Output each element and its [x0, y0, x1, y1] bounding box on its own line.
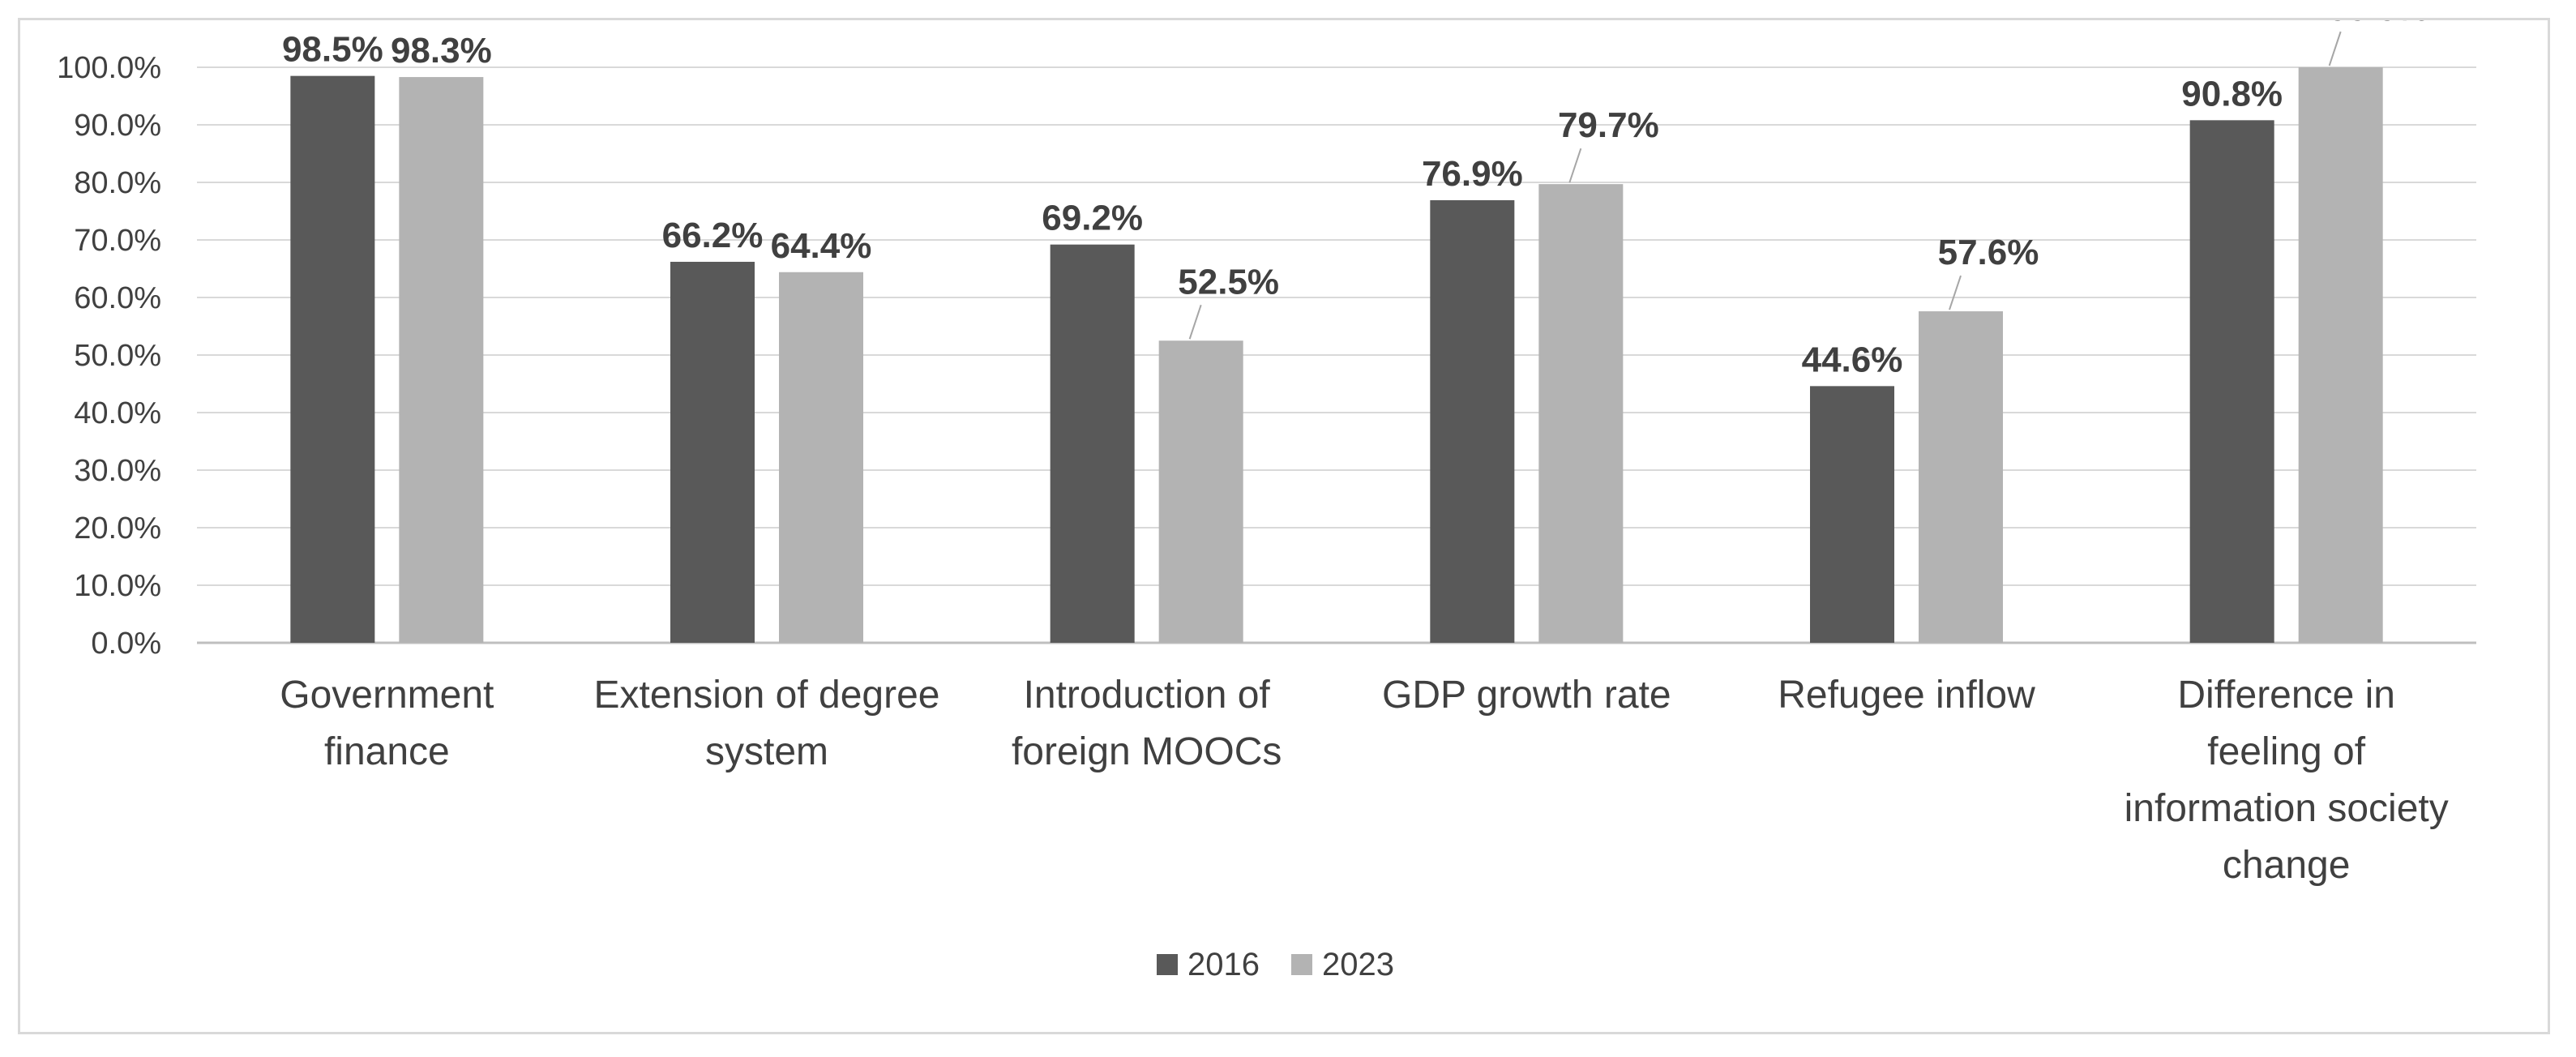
bar-2016-0 — [290, 75, 375, 643]
bar-2023-5 — [2298, 67, 2383, 643]
bar-2016-4 — [1810, 386, 1894, 643]
data-label-2016-4: 44.6% — [1802, 340, 1903, 379]
leader-lines — [1188, 31, 2342, 340]
data-label-2023-0: 98.3% — [391, 31, 492, 71]
y-tick-label: 50.0% — [74, 339, 161, 373]
bar-2023-1 — [779, 272, 863, 643]
chart-frame: 0.0% 10.0% 20.0% 30.0% 40.0% 50.0% 60.0% 70.0% 8… — [18, 0, 2550, 1034]
bar-2023-3 — [1538, 184, 1624, 643]
legend-label-2023: 2023 — [1322, 947, 1394, 982]
legend-swatch-2016 — [1157, 954, 1178, 975]
legend-swatch-2023 — [1291, 954, 1312, 975]
y-tick-label: 40.0% — [74, 396, 161, 430]
data-label-2016-0: 98.5% — [282, 30, 383, 70]
y-tick-label: 30.0% — [74, 454, 161, 488]
y-tick-label: 80.0% — [74, 166, 161, 200]
data-label-2023-5: 100.0% — [2308, 20, 2428, 28]
leader-line — [2328, 31, 2342, 66]
bar-chart: 0.0% 10.0% 20.0% 30.0% 40.0% 50.0% 60.0% 70.0% 8… — [57, 0, 2476, 982]
category-label: foreign MOOCs — [1012, 730, 1282, 773]
data-label-2016-1: 66.2% — [662, 216, 764, 255]
bar-2023-2 — [1158, 340, 1243, 643]
data-label-2016-2: 69.2% — [1042, 199, 1143, 238]
leader-line — [1188, 304, 1202, 340]
y-axis-ticks: 0.0% 10.0% 20.0% 30.0% 40.0% 50.0% 60.0% 70.0% 8… — [57, 51, 161, 661]
leader-line — [1568, 148, 1582, 183]
y-tick-label: 10.0% — [74, 569, 161, 603]
category-label: change — [2223, 844, 2350, 887]
y-tick-label: 60.0% — [74, 281, 161, 315]
y-tick-label: 20.0% — [74, 511, 161, 546]
y-tick-label: 100.0% — [57, 51, 161, 85]
category-label: Introduction of — [1024, 674, 1271, 717]
data-label-2023-4: 57.6% — [1938, 233, 2039, 272]
x-axis-categories: Government finance Extension of degree syst… — [280, 674, 2448, 887]
gridlines — [197, 66, 2476, 644]
category-label: Refugee inflow — [1778, 674, 2035, 717]
data-labels: 98.5% 98.3% 66.2% 64.4% 69.2% 52.5% 76.9% 79.7%… — [282, 0, 2428, 379]
category-label: information society — [2125, 787, 2449, 830]
data-label-2016-5: 90.8% — [2181, 74, 2283, 113]
data-label-2023-2: 52.5% — [1178, 262, 1279, 302]
legend-label-2016: 2016 — [1187, 947, 1260, 982]
bar-2023-0 — [399, 77, 484, 643]
category-label: system — [705, 730, 828, 773]
bar-2016-5 — [2189, 120, 2274, 643]
bars — [290, 67, 2383, 643]
data-label-2016-3: 76.9% — [1422, 154, 1523, 194]
data-label-2023-1: 64.4% — [771, 226, 872, 266]
data-label-2023-3: 79.7% — [1558, 105, 1659, 145]
bar-2016-1 — [670, 261, 755, 643]
y-tick-label: 70.0% — [74, 224, 161, 258]
y-tick-label: 90.0% — [74, 109, 161, 143]
bar-2016-2 — [1050, 244, 1135, 643]
category-label: Government — [280, 674, 494, 717]
category-label: finance — [324, 730, 450, 773]
legend: 2016 2023 — [1157, 947, 1394, 982]
category-label: GDP growth rate — [1382, 674, 1671, 717]
y-tick-label: 0.0% — [91, 627, 161, 661]
category-label: Difference in — [2177, 674, 2395, 717]
category-label: feeling of — [2207, 730, 2365, 773]
leader-line — [1949, 275, 1962, 310]
category-label: Extension of degree — [594, 674, 940, 717]
bar-2016-3 — [1430, 200, 1515, 643]
bar-2023-4 — [1919, 311, 2003, 643]
